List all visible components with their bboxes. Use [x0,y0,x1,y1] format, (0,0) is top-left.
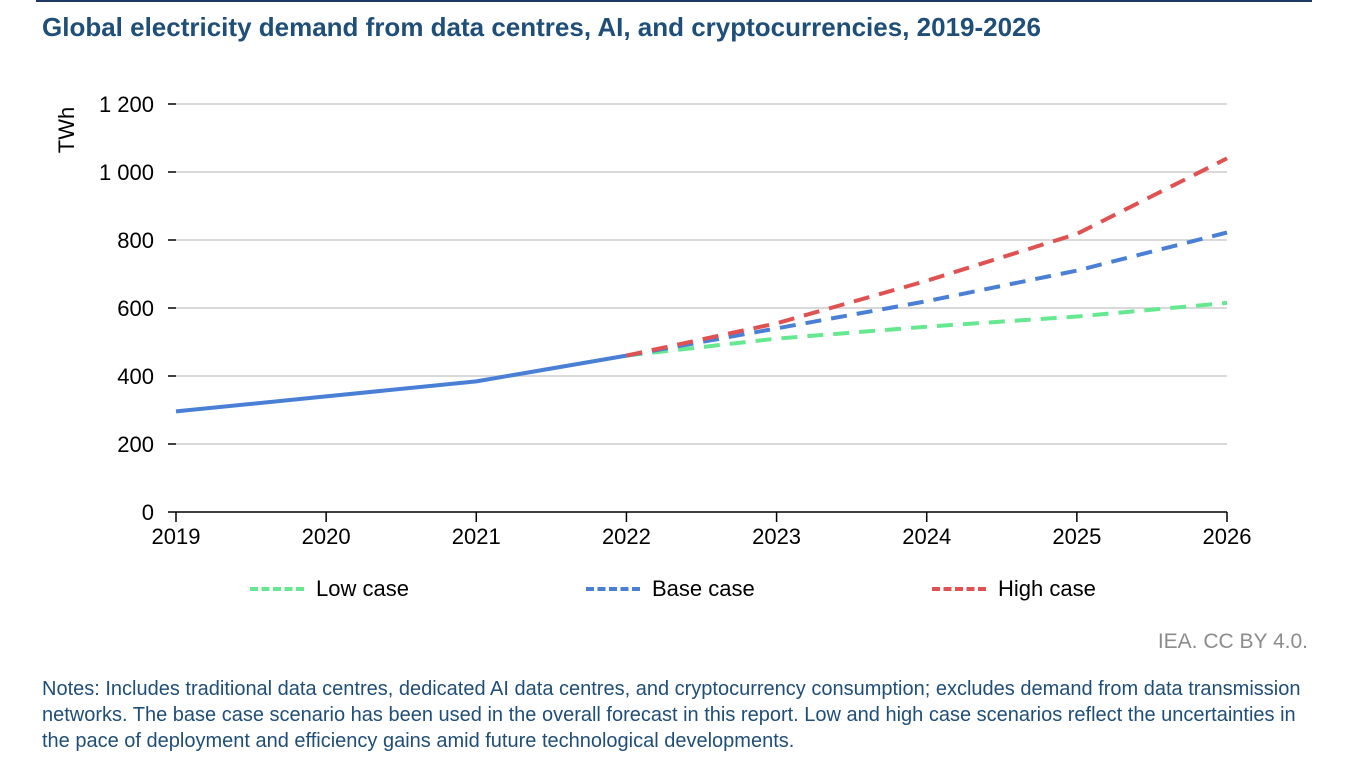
series-line-high-case [625,156,1228,358]
legend-swatch-base-case [586,587,640,591]
y-axis-label: TWh [54,107,79,153]
y-tick-label: 800 [117,228,154,253]
y-tick-label: 1 200 [99,92,154,117]
legend-label-high-case: High case [998,576,1096,601]
series-line-historical [175,353,627,414]
source-credit: IEA. CC BY 4.0. [1157,630,1308,653]
axes: 0 200 400 600 800 1 000 1 200 2019 2020 2021 2022 2… [99,92,1252,549]
legend-label-base-case: Base case [652,576,755,601]
y-tick-label: 600 [117,296,154,321]
y-tick-label: 0 [142,500,154,525]
x-tick-label: 2025 [1052,524,1101,549]
series-line-low-case [626,300,1228,358]
chart-title: Global electricity demand from data cent… [42,12,1041,42]
y-tick-label: 200 [117,432,154,457]
legend-label-low-case: Low case [316,576,409,601]
chart-notes: Notes: Includes traditional data centres… [42,678,1301,752]
legend: Low case Base case High case [0,572,1372,606]
legend-item-high-case: High case [932,572,1096,606]
x-tick-label: 2026 [1203,524,1252,549]
x-tick-label: 2019 [152,524,201,549]
y-tick-label: 1 000 [99,160,154,185]
gridlines [176,103,1227,445]
legend-swatch-high-case [932,587,986,591]
top-rule [36,0,1312,2]
x-tick-label: 2022 [602,524,651,549]
series-lines [175,156,1228,414]
x-tick-label: 2020 [302,524,351,549]
x-tick-label: 2023 [752,524,801,549]
legend-item-base-case: Base case [586,572,755,606]
x-tick-label: 2024 [902,524,951,549]
legend-swatch-low-case [250,587,304,591]
x-tick-label: 2021 [452,524,501,549]
legend-item-low-case: Low case [250,572,409,606]
y-tick-label: 400 [117,364,154,389]
